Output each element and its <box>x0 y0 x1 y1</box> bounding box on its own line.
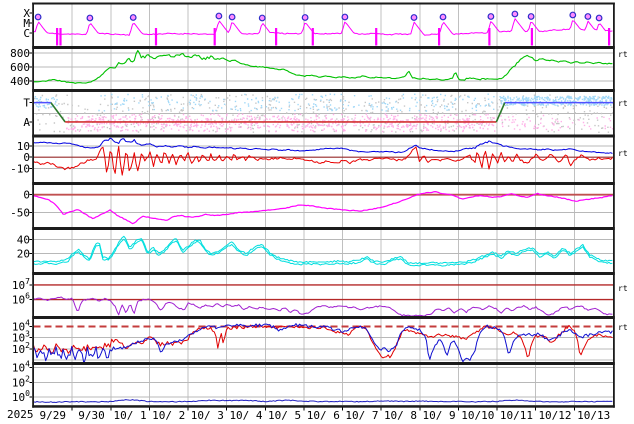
flare-marker-circle <box>410 14 418 21</box>
y-tick-label: T <box>23 97 30 110</box>
y-tick-label: 800 <box>10 47 30 60</box>
series-bt <box>33 137 613 154</box>
series-protons-blue <box>33 323 613 362</box>
x-tick-label: 10/11 <box>500 409 533 422</box>
x-tick-label: 9/30 <box>78 409 105 422</box>
x-tick-label: 10/12 <box>538 409 571 422</box>
y-tick-label: C <box>23 27 30 40</box>
x-tick-label: 10/ 3 <box>191 409 224 422</box>
flare-marker-circle <box>228 13 236 21</box>
y-tick-label: A <box>23 116 30 129</box>
y-tick-label: 104 <box>12 319 30 334</box>
x-tick-label: 10/ 4 <box>229 409 262 422</box>
x-tick-label: 10/ 1 <box>114 409 147 422</box>
realtime-label: rt <box>618 50 628 59</box>
y-tick-label: 102 <box>12 341 30 356</box>
flare-marker-circle <box>511 10 519 18</box>
series-speed <box>33 49 613 84</box>
x-tick-label: 10/ 8 <box>384 409 417 422</box>
panel-separator <box>32 134 615 138</box>
flare-marker-circle <box>129 14 137 21</box>
flare-marker-circle <box>341 13 349 21</box>
flare-marker-circle <box>487 13 495 20</box>
sector-scatter <box>500 114 614 131</box>
imf-sector-line <box>495 102 506 123</box>
flare-marker-circle <box>34 13 42 21</box>
y-tick-label: 106 <box>12 292 30 307</box>
x-tick-label: 10/ 9 <box>423 409 456 422</box>
flare-marker-circle <box>439 13 447 21</box>
x-tick-label: 10/ 5 <box>268 409 301 422</box>
panel-separator <box>32 182 615 185</box>
y-tick-label: 100 <box>12 389 30 404</box>
y-tick-label: 10 <box>17 140 30 153</box>
horizontal-gridlines <box>33 52 613 398</box>
x-tick-label: 10/ 7 <box>345 409 378 422</box>
y-tick-label: 107 <box>12 277 30 292</box>
imf-sector-line <box>50 102 66 123</box>
y-tick-label: 104 <box>12 360 30 375</box>
panel-separator <box>32 227 615 230</box>
series-dst <box>33 191 613 225</box>
series-density-b <box>33 238 613 267</box>
y-tick-label: 103 <box>12 330 30 345</box>
panel-separator <box>32 362 615 365</box>
panel-separator <box>32 272 615 275</box>
series-xray <box>33 18 613 36</box>
y-tick-label: X <box>23 7 30 20</box>
series-electrons <box>33 296 613 316</box>
year-label: 2025 <box>7 408 34 421</box>
y-tick-label: -50 <box>10 207 30 220</box>
right-axis-line <box>613 2 615 408</box>
panel-separator <box>32 46 615 49</box>
left-axis-line <box>32 2 34 408</box>
panel-separator <box>32 2 615 5</box>
flare-marker-circle <box>258 14 266 22</box>
flare-event-bars <box>56 28 611 46</box>
x-tick-label: 10/ 2 <box>152 409 185 422</box>
realtime-label: rt <box>618 99 628 108</box>
series-bz <box>33 145 613 176</box>
axis-ticks <box>29 12 575 411</box>
y-tick-label: 40 <box>17 233 30 246</box>
x-tick-label: 9/29 <box>40 409 67 422</box>
flare-marker-circle <box>569 11 577 19</box>
y-tick-label: 600 <box>10 61 30 74</box>
panel-separator <box>32 405 615 408</box>
realtime-label: rt <box>618 284 628 293</box>
series-background <box>33 399 613 403</box>
panel-separator <box>32 89 615 92</box>
x-tick-label: 10/ 6 <box>307 409 340 422</box>
flare-marker-circle <box>595 14 603 22</box>
x-tick-label: 10/13 <box>577 409 610 422</box>
flare-marker-circle <box>301 14 309 21</box>
flare-marker-circle <box>584 13 592 20</box>
flare-marker-circle <box>215 12 223 20</box>
series-density-a <box>33 235 613 265</box>
y-tick-label: 400 <box>10 75 30 88</box>
flare-marker-circle <box>527 13 535 20</box>
sector-scatter <box>98 93 495 112</box>
realtime-label: rt <box>618 149 628 158</box>
y-tick-label: 0 <box>23 189 30 202</box>
realtime-label: rt <box>618 323 628 332</box>
panel-separator <box>32 316 615 319</box>
x-tick-label: 10/10 <box>461 409 494 422</box>
y-tick-label: 102 <box>12 374 30 389</box>
y-tick-label: -10 <box>10 163 30 176</box>
y-tick-label: 20 <box>17 247 30 260</box>
y-tick-label: M <box>23 17 30 30</box>
y-tick-label: 0 <box>23 151 30 164</box>
flare-marker-circle <box>86 14 94 22</box>
